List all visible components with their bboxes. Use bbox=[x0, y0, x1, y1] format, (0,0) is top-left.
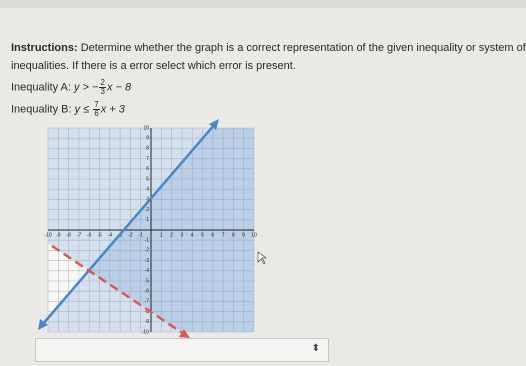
y-tick-label: 5 bbox=[146, 176, 149, 182]
x-tick-label: -8 bbox=[66, 232, 71, 238]
arrow bbox=[179, 329, 190, 338]
y-tick-label: -2 bbox=[145, 248, 150, 254]
x-tick-label: -7 bbox=[77, 232, 82, 238]
dropdown-arrow: ⬍ bbox=[311, 343, 320, 354]
x-tick-label: 2 bbox=[170, 232, 173, 238]
inequality-label: Inequality A: bbox=[11, 81, 71, 94]
y-tick-label: 7 bbox=[146, 156, 149, 162]
y-tick-label: -7 bbox=[145, 299, 150, 305]
y-tick-label: -8 bbox=[145, 309, 150, 315]
inequality-lhs: y ≤ bbox=[74, 103, 90, 116]
x-tick-label: -10 bbox=[44, 232, 51, 238]
inequality-rest: x − 8 bbox=[106, 81, 132, 94]
y-tick-label: -1 bbox=[145, 238, 150, 244]
x-tick-label: 10 bbox=[251, 232, 257, 238]
y-tick-label: 8 bbox=[146, 146, 149, 152]
arrow bbox=[38, 319, 48, 330]
instructions-label: Instructions: bbox=[11, 42, 78, 54]
x-tick-label: 8 bbox=[232, 232, 235, 238]
y-tick-label: -9 bbox=[145, 319, 150, 325]
y-tick-label: 1 bbox=[146, 217, 149, 223]
line-b bbox=[41, 123, 216, 326]
inequality-label: Inequality B: bbox=[11, 103, 72, 116]
y-tick-label: -5 bbox=[145, 278, 150, 284]
y-tick-label: 2 bbox=[146, 207, 149, 213]
arrow bbox=[209, 119, 219, 130]
cursor bbox=[257, 251, 267, 265]
inequality-lhs: y > bbox=[74, 81, 89, 94]
numerator: 2 bbox=[99, 78, 106, 88]
graph: -10-9-8-7-6-5-4-3-2-112345678910-10-9-8-… bbox=[38, 119, 267, 338]
x-tick-label: -5 bbox=[97, 232, 102, 238]
y-tick-label: -6 bbox=[145, 289, 150, 295]
x-tick-label: 7 bbox=[222, 232, 225, 238]
y-tick-label: -3 bbox=[145, 258, 150, 264]
y-tick-label: 3 bbox=[146, 197, 149, 203]
top-bar bbox=[0, 0, 526, 8]
x-tick-label: 9 bbox=[242, 232, 245, 238]
inequality: Inequality A: y > −2 3 x − 8 bbox=[11, 79, 131, 96]
inequality-rest: x + 3 bbox=[100, 103, 125, 116]
denominator: 6 bbox=[94, 109, 99, 118]
y-tick-label: 4 bbox=[146, 187, 149, 193]
x-tick-label: -2 bbox=[128, 232, 133, 238]
answer-dropdown[interactable]: ⬍ bbox=[35, 338, 329, 362]
numerator: 7 bbox=[93, 100, 100, 110]
inequality-sign: − bbox=[92, 81, 99, 94]
denominator: 3 bbox=[100, 87, 105, 96]
x-tick-label: 5 bbox=[201, 232, 204, 238]
y-tick-label: -10 bbox=[142, 329, 149, 335]
instructions-line: Instructions: Determine whether the grap… bbox=[11, 42, 526, 54]
instructions-text: Determine whether the graph is a correct… bbox=[80, 42, 526, 54]
x-tick-label: 1 bbox=[160, 232, 163, 238]
x-tick-label: -9 bbox=[56, 232, 61, 238]
x-tick-label: 3 bbox=[181, 232, 184, 238]
instructions-line: inequalities. If there is a error select… bbox=[11, 60, 296, 72]
x-tick-label: -1 bbox=[138, 232, 143, 238]
line-a bbox=[51, 244, 185, 336]
x-tick-label: 6 bbox=[211, 232, 214, 238]
tick-labels: -10-9-8-7-6-5-4-3-2-112345678910-10-9-8-… bbox=[44, 125, 257, 335]
y-tick-label: 6 bbox=[146, 166, 149, 172]
y-tick-label: 9 bbox=[146, 136, 149, 142]
y-tick-label: -4 bbox=[145, 268, 150, 274]
x-tick-label: -6 bbox=[87, 232, 92, 238]
y-tick-label: 10 bbox=[143, 125, 149, 131]
x-tick-label: -4 bbox=[108, 232, 113, 238]
x-tick-label: 4 bbox=[191, 232, 194, 238]
